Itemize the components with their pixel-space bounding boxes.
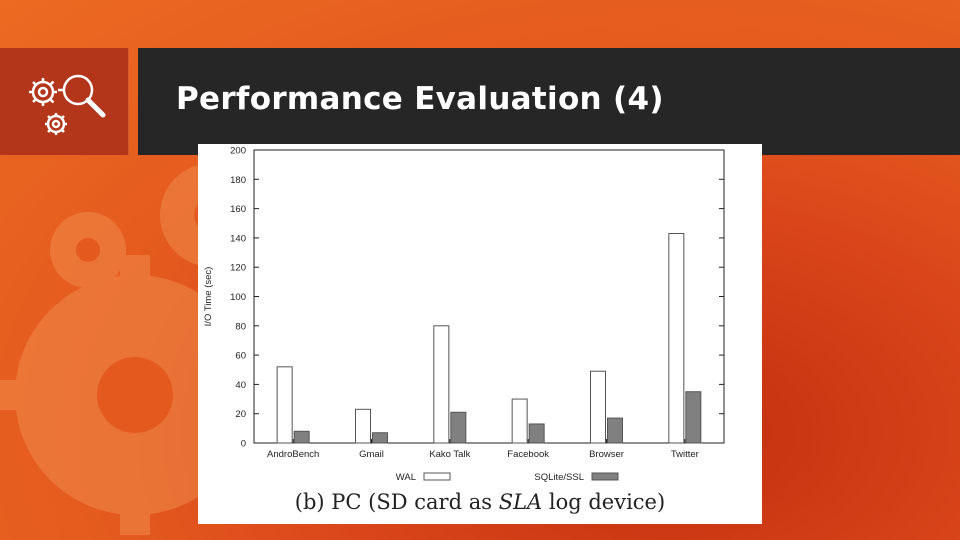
gears-magnifier-icon <box>29 74 106 135</box>
y-tick-label: 200 <box>230 146 246 157</box>
x-tick-label: Browser <box>589 449 624 460</box>
bar-1-3 <box>528 423 545 444</box>
y-tick-label: 140 <box>230 233 246 244</box>
y-tick-label: 20 <box>235 409 246 420</box>
y-tick-label: 100 <box>230 292 246 303</box>
caption-emphasis: SLA <box>498 490 543 514</box>
legend-swatch <box>591 472 619 481</box>
bar-1-4 <box>607 417 623 444</box>
y-tick-label: 0 <box>241 439 246 450</box>
bar-1-1 <box>372 432 388 444</box>
legend-swatch <box>423 472 451 481</box>
y-tick-label: 180 <box>230 175 246 186</box>
bar-0-2 <box>433 325 450 444</box>
slide-title: Performance Evaluation (4) <box>176 81 664 117</box>
bar-0-5 <box>668 233 685 444</box>
chart-panel: 0 20 40 60 80 100 120 140 160 180 200 I/O Time (sec… <box>198 144 762 524</box>
x-tick-label: Twitter <box>671 449 699 460</box>
bar-0-3 <box>511 398 528 444</box>
y-tick-label: 40 <box>235 380 246 391</box>
section-icon-box <box>0 48 129 155</box>
x-tick-label: Kako Talk <box>429 449 470 460</box>
bar-1-5 <box>685 391 702 444</box>
y-axis-label: I/O Time (sec) <box>203 267 214 327</box>
x-tick-label: Facebook <box>507 449 549 460</box>
x-tick-label: AndroBench <box>267 449 319 460</box>
y-tick-label: 80 <box>235 321 246 332</box>
bar-0-0 <box>276 366 293 444</box>
legend-label: SQLite/SSL <box>534 472 584 483</box>
caption-suffix: log device) <box>542 490 666 514</box>
x-tick-label: Gmail <box>359 449 384 460</box>
chart-caption: (b) PC (SD card as SLA log device) <box>198 490 762 514</box>
bar-1-0 <box>293 430 310 444</box>
title-bar: Performance Evaluation (4) <box>138 48 960 155</box>
y-tick-label: 160 <box>230 204 246 215</box>
legend-label: WAL <box>396 472 416 483</box>
plot-frame <box>253 149 725 444</box>
bar-0-1 <box>355 408 371 444</box>
bar-chart: 0 20 40 60 80 100 120 140 160 180 200 I/O Time (sec… <box>203 146 725 483</box>
bar-0-4 <box>590 370 606 444</box>
y-tick-label: 60 <box>235 351 246 362</box>
caption-prefix: (b) PC (SD card as <box>294 490 499 514</box>
y-tick-label: 120 <box>230 263 246 274</box>
bar-1-2 <box>450 411 467 444</box>
